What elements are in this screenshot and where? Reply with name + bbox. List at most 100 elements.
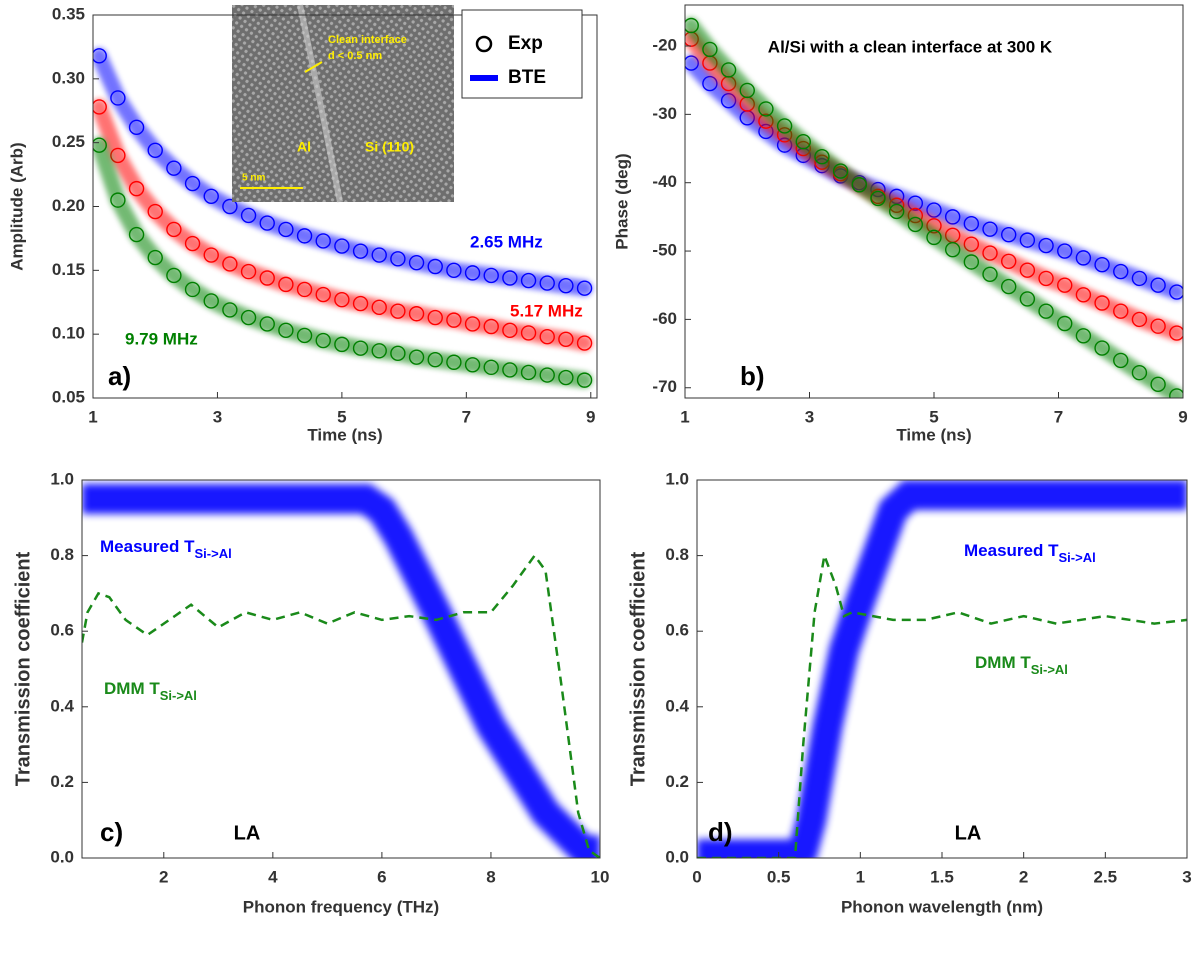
exp-point — [110, 90, 126, 106]
plot-area — [93, 47, 593, 389]
x-tick-label: 5 — [337, 407, 346, 426]
exp-point — [390, 345, 406, 362]
exp-point — [685, 55, 699, 71]
exp-point — [110, 192, 126, 208]
y-tick-label: 0.2 — [50, 772, 74, 791]
exp-point — [259, 215, 275, 231]
bte-curve — [93, 47, 593, 297]
exp-point — [147, 142, 163, 159]
inset-label: Al — [297, 139, 311, 155]
exp-point — [1150, 376, 1166, 393]
exp-point — [758, 101, 774, 117]
y-tick-label: 1.0 — [665, 469, 689, 488]
exp-point — [166, 160, 182, 176]
y-tick-label: 0.4 — [50, 696, 74, 715]
exp-point — [1038, 237, 1054, 254]
exp-point — [1019, 262, 1036, 278]
y-axis-title: Transmission coefficient — [627, 551, 649, 786]
exp-point — [982, 221, 998, 237]
exp-point — [1113, 303, 1129, 319]
exp-point — [427, 309, 443, 326]
exp-point — [1150, 277, 1166, 293]
exp-point — [888, 203, 905, 220]
x-tick-label: 0.5 — [767, 867, 791, 886]
legend-label: Exp — [508, 33, 543, 54]
series-label: Measured TSi->Al — [964, 541, 1096, 565]
exp-point — [427, 352, 443, 368]
exp-point — [390, 251, 406, 267]
exp-point — [464, 265, 481, 281]
x-tick-label: 1.5 — [930, 867, 954, 886]
panel-label: b) — [740, 361, 765, 391]
x-tick-label: 2 — [1019, 867, 1028, 886]
exp-point — [776, 118, 793, 134]
series-subscript: Si->Al — [160, 688, 197, 703]
y-tick-label: 0.20 — [52, 196, 85, 215]
exp-point — [315, 233, 331, 249]
series-label: DMM TSi->Al — [104, 679, 197, 703]
exp-point — [184, 235, 201, 252]
x-tick-label: 7 — [462, 407, 471, 426]
exp-point — [558, 331, 574, 347]
y-tick-label: -50 — [652, 241, 677, 260]
exp-point — [1057, 277, 1073, 293]
exp-point — [240, 309, 257, 326]
exp-point — [702, 41, 718, 58]
series-label: DMM TSi->Al — [975, 653, 1068, 677]
exp-point — [685, 17, 699, 34]
exp-point — [128, 119, 145, 136]
exp-point — [371, 247, 387, 263]
exp-point — [963, 236, 980, 252]
exp-point — [520, 325, 537, 341]
bte-curve — [93, 137, 593, 389]
exp-point — [963, 216, 980, 232]
exp-point — [1150, 318, 1166, 334]
exp-point — [1075, 328, 1092, 344]
plot-area — [697, 480, 1187, 858]
y-tick-label: 0.10 — [52, 324, 85, 343]
y-tick-label: 0.30 — [52, 68, 85, 87]
exp-point — [166, 221, 182, 238]
exp-point — [1075, 250, 1092, 266]
exp-point — [483, 318, 499, 335]
y-tick-label: -40 — [652, 172, 677, 191]
x-tick-label: 10 — [591, 867, 610, 886]
exp-point — [1131, 270, 1148, 287]
legend-box — [461, 9, 583, 99]
exp-point — [315, 332, 331, 349]
exp-point — [814, 149, 830, 165]
exp-point — [832, 163, 849, 179]
exp-point — [334, 336, 350, 353]
y-axis-title: Transmission coefficient — [12, 551, 34, 786]
bte-curve — [685, 31, 1183, 342]
exp-point — [944, 209, 961, 225]
axes-frame — [696, 479, 1188, 859]
exp-point — [408, 306, 425, 322]
x-tick-label: 5 — [929, 407, 938, 426]
exp-point — [483, 359, 499, 376]
interface-line — [297, 4, 343, 203]
series-name: Measured T — [100, 537, 195, 556]
exp-point — [446, 354, 462, 370]
x-tick-label: 1 — [680, 407, 689, 426]
y-tick-label: 0.05 — [52, 387, 85, 406]
legend-label: BTE — [508, 67, 546, 88]
exp-point — [1075, 287, 1092, 303]
exp-point — [1038, 270, 1054, 287]
y-tick-label: -20 — [652, 35, 677, 54]
y-tick-label: 0.6 — [50, 621, 74, 640]
exp-point — [128, 226, 145, 243]
exp-point — [427, 258, 443, 275]
exp-point — [296, 228, 313, 244]
y-tick-label: 0.4 — [665, 696, 689, 715]
x-tick-label: 1 — [856, 867, 865, 886]
panel-label: d) — [708, 817, 733, 847]
x-tick-label: 0 — [692, 867, 701, 886]
exp-point — [720, 62, 737, 78]
y-tick-label: 0.8 — [50, 545, 74, 564]
y-axis-title: Phase (deg) — [612, 153, 631, 249]
series-subscript: Si->Al — [1058, 550, 1095, 565]
exp-point — [576, 335, 593, 351]
exp-point — [1094, 257, 1110, 273]
